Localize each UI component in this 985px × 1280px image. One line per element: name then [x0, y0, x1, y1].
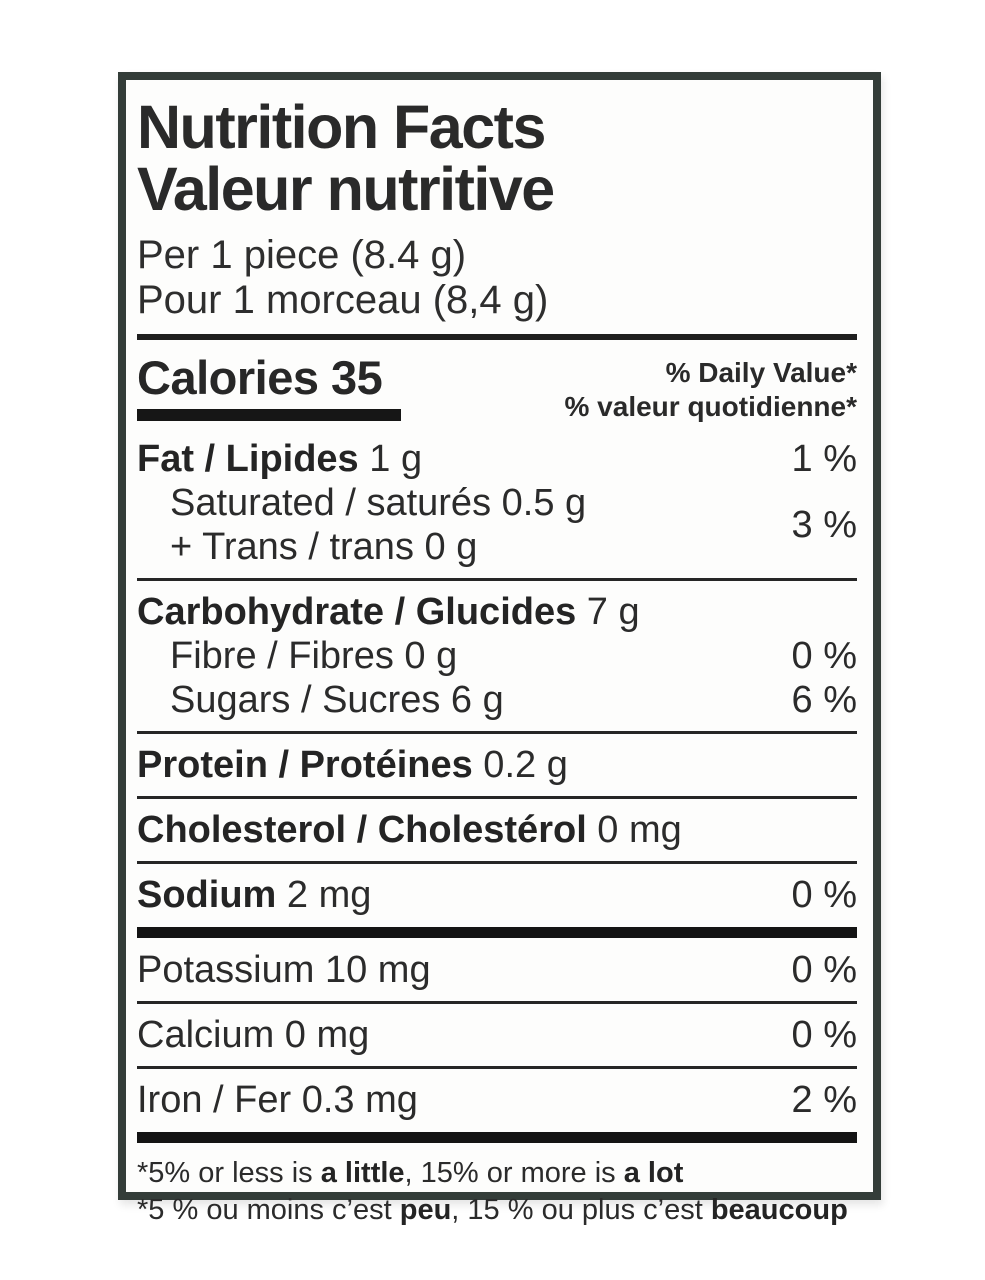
- footnotes: *5% or less is a little, 15% or more is …: [137, 1155, 857, 1229]
- label-title-en: Nutrition Facts: [137, 93, 546, 161]
- divider-thin: [137, 1066, 857, 1069]
- calcium-label: Calcium 0 mg: [137, 1014, 370, 1056]
- sugars-daily-value: 6 %: [791, 679, 857, 721]
- nutrient-row-calcium: Calcium 0 mg 0 %: [137, 1013, 857, 1057]
- sodium-daily-value: 0 %: [791, 874, 857, 916]
- calcium-daily-value: 0 %: [791, 1014, 857, 1056]
- potassium-label: Potassium 10 mg: [137, 949, 431, 991]
- cholesterol-label: Cholesterol / Cholestérol: [137, 809, 587, 851]
- calories-label: Calories: [137, 351, 319, 404]
- sodium-amount: 2 mg: [276, 874, 372, 916]
- nutrient-row-sugars: Sugars / Sucres 6 g 6 %: [137, 678, 857, 722]
- divider-thin: [137, 731, 857, 734]
- daily-value-header-fr: % valeur quotidienne*: [564, 391, 858, 422]
- calories-value: 35: [331, 351, 383, 404]
- nutrient-row-fat: Fat / Lipides 1 g 1 %: [137, 437, 857, 481]
- daily-value-header-en: % Daily Value*: [665, 357, 857, 388]
- saturated-trans-daily-value: 3 %: [791, 503, 857, 546]
- nutrition-facts-label: Nutrition Facts Valeur nutritive Per 1 p…: [118, 72, 881, 1226]
- nutrient-row-sodium: Sodium 2 mg 0 %: [137, 873, 857, 917]
- divider-thin: [137, 1001, 857, 1004]
- serving-size-en: Per 1 piece (8.4 g): [137, 233, 467, 277]
- divider-thin: [137, 578, 857, 581]
- nutrient-table: Fat / Lipides 1 g 1 % Saturated / saturé…: [137, 437, 857, 1143]
- trans-fat-line: + Trans / trans 0 g: [170, 526, 478, 568]
- nutrient-row-iron: Iron / Fer 0.3 mg 2 %: [137, 1078, 857, 1122]
- divider-thin: [137, 861, 857, 864]
- calories-text: Calories 35: [137, 353, 401, 403]
- footnote-fr: *5 % ou moins c’est peu, 15 % ou plus c’…: [137, 1194, 848, 1226]
- cholesterol-amount: 0 mg: [586, 809, 682, 851]
- carbohydrate-amount: 7 g: [576, 591, 640, 633]
- iron-label: Iron / Fer 0.3 mg: [137, 1079, 418, 1121]
- protein-label: Protein / Protéines: [137, 744, 473, 786]
- calories-block: Calories 35: [137, 353, 401, 421]
- iron-daily-value: 2 %: [791, 1079, 857, 1121]
- protein-amount: 0.2 g: [472, 744, 568, 786]
- divider-medium-top: [137, 334, 857, 340]
- nutrient-row-saturated-trans: Saturated / saturés 0.5 g + Trans / tran…: [137, 481, 857, 569]
- divider-thick-bottom: [137, 1132, 857, 1143]
- fibre-daily-value: 0 %: [791, 635, 857, 677]
- label-title-fr: Valeur nutritive: [137, 155, 555, 223]
- sugars-label: Sugars / Sucres 6 g: [170, 679, 504, 721]
- fat-daily-value: 1 %: [791, 438, 857, 480]
- nutrient-row-carbohydrate: Carbohydrate / Glucides 7 g: [137, 590, 857, 634]
- daily-value-header: % Daily Value* % valeur quotidienne*: [565, 353, 858, 424]
- footnote-en: *5% or less is a little, 15% or more is …: [137, 1157, 684, 1189]
- carbohydrate-label: Carbohydrate / Glucides: [137, 591, 577, 633]
- potassium-daily-value: 0 %: [791, 949, 857, 991]
- serving-size-fr: Pour 1 morceau (8,4 g): [137, 278, 549, 322]
- fat-amount: 1 g: [358, 438, 423, 480]
- calories-underline-bar: [137, 409, 401, 421]
- saturated-fat-line: Saturated / saturés 0.5 g: [170, 482, 587, 524]
- calories-section: Calories 35 % Daily Value* % valeur quot…: [137, 353, 857, 424]
- divider-thin: [137, 796, 857, 799]
- fibre-label: Fibre / Fibres 0 g: [170, 635, 458, 677]
- nutrient-row-cholesterol: Cholesterol / Cholestérol 0 mg: [137, 808, 857, 852]
- nutrient-row-fibre: Fibre / Fibres 0 g 0 %: [137, 634, 857, 678]
- fat-label: Fat / Lipides: [137, 438, 359, 480]
- sodium-label: Sodium: [137, 874, 277, 916]
- divider-thick: [137, 927, 857, 938]
- nutrient-row-potassium: Potassium 10 mg 0 %: [137, 948, 857, 992]
- nutrient-row-protein: Protein / Protéines 0.2 g: [137, 743, 857, 787]
